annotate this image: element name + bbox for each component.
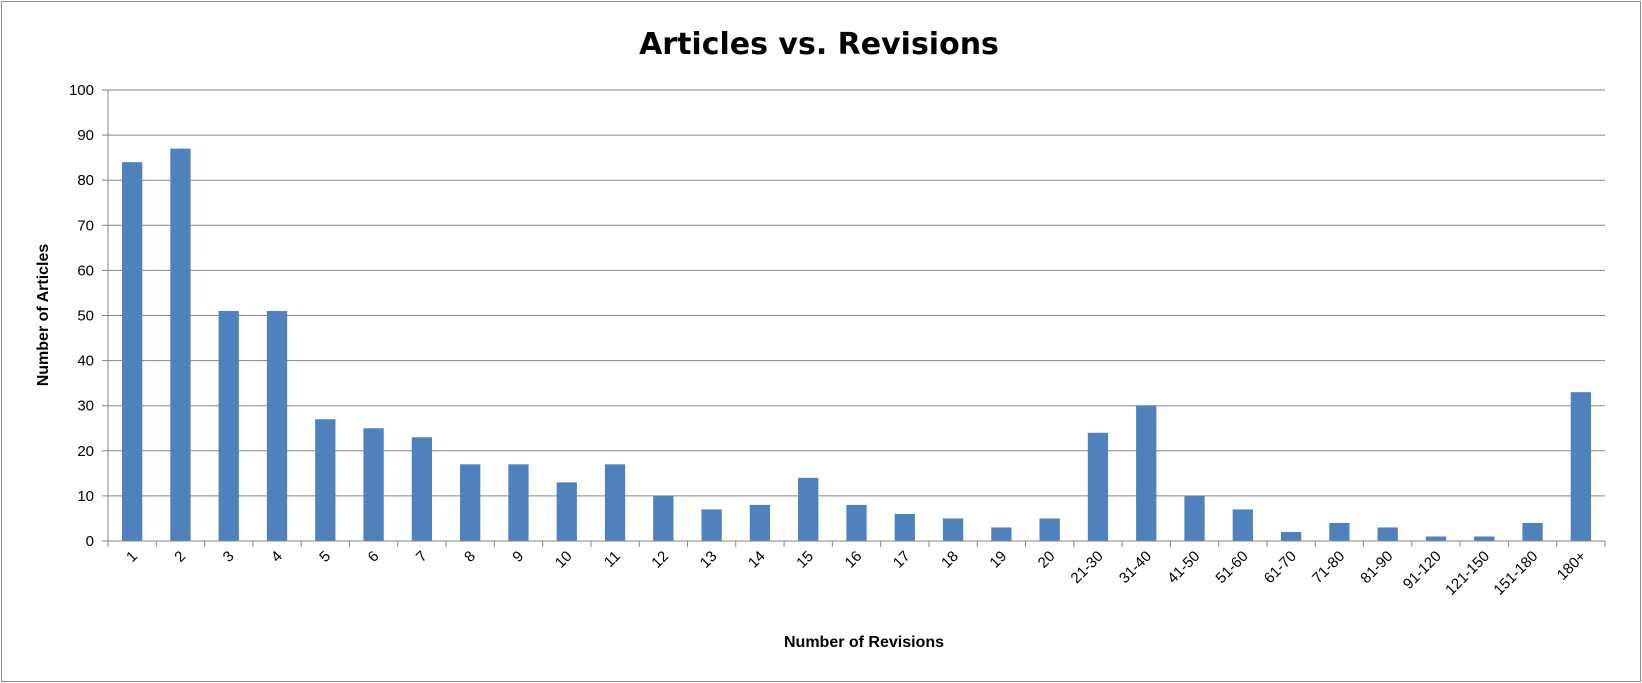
x-tick-labels: 1 2 3 4 5 6 7 8 9 10 11 12 13 14 15 16 17 18 19 20 21-30 31-4… bbox=[123, 548, 1590, 599]
x-tick-label: 20 bbox=[1035, 548, 1059, 572]
y-tick-label: 90 bbox=[77, 127, 94, 144]
x-tick-label: 10 bbox=[552, 548, 576, 572]
bar bbox=[604, 464, 626, 541]
bar bbox=[411, 437, 433, 541]
bar bbox=[218, 310, 239, 541]
bar bbox=[1184, 495, 1205, 541]
x-tick-label: 19 bbox=[986, 548, 1010, 572]
x-tick-label: 4 bbox=[268, 548, 286, 566]
x-tick-label: 13 bbox=[697, 548, 721, 572]
y-tick-label: 10 bbox=[77, 488, 94, 505]
x-tick-label: 2 bbox=[171, 548, 189, 566]
x-tick-label: 31-40 bbox=[1116, 548, 1155, 587]
y-tick-label: 80 bbox=[77, 172, 94, 189]
bar bbox=[749, 504, 771, 541]
bar bbox=[991, 527, 1012, 541]
x-tick-label: 71-80 bbox=[1309, 548, 1348, 587]
x-tick-label: 15 bbox=[793, 548, 817, 572]
x-tick-label: 41-50 bbox=[1164, 548, 1203, 587]
x-tick-label: 12 bbox=[648, 548, 672, 572]
y-tick-labels: 0 10 20 30 40 50 60 70 80 90 100 bbox=[69, 82, 94, 550]
x-tick-label: 3 bbox=[220, 548, 238, 566]
x-tick-label: 5 bbox=[316, 548, 334, 566]
y-tick-label: 50 bbox=[77, 308, 94, 325]
axes bbox=[102, 89, 1606, 547]
bar bbox=[1570, 392, 1591, 541]
x-tick-label: 11 bbox=[601, 548, 624, 571]
x-tick-label: 51-60 bbox=[1212, 548, 1251, 587]
bar bbox=[122, 162, 143, 541]
x-axis-title: Number of Revisions bbox=[784, 634, 944, 651]
bar bbox=[266, 310, 288, 541]
bar bbox=[1474, 536, 1495, 541]
x-tick-label: 91-120 bbox=[1400, 548, 1445, 593]
bars bbox=[122, 148, 1591, 541]
x-tick-label: 61-70 bbox=[1261, 548, 1300, 587]
bar bbox=[1522, 522, 1543, 541]
bar bbox=[556, 482, 577, 541]
x-tick-label: 180+ bbox=[1554, 548, 1590, 584]
bar bbox=[315, 419, 336, 541]
y-tick-label: 0 bbox=[86, 533, 94, 550]
bar bbox=[460, 464, 481, 541]
bar bbox=[1039, 518, 1060, 541]
gridlines bbox=[108, 89, 1605, 497]
x-tick-label: 81-90 bbox=[1357, 548, 1396, 587]
x-tick-label: 8 bbox=[461, 548, 479, 566]
bar bbox=[942, 518, 964, 541]
y-tick-label: 40 bbox=[77, 353, 94, 370]
bar bbox=[1232, 509, 1253, 541]
bar bbox=[1087, 432, 1109, 541]
bar bbox=[701, 509, 722, 541]
x-tick-label: 1 bbox=[123, 548, 141, 566]
bar bbox=[846, 504, 867, 541]
x-tick-label: 7 bbox=[413, 548, 431, 566]
bar bbox=[1329, 522, 1350, 541]
chart-title: Articles vs. Revisions bbox=[639, 27, 999, 62]
x-tick-label: 16 bbox=[842, 548, 866, 572]
x-tick-label: 18 bbox=[938, 548, 962, 572]
x-tick-label: 17 bbox=[890, 548, 914, 572]
x-tick-label: 14 bbox=[745, 548, 769, 572]
y-axis-title: Number of Articles bbox=[35, 244, 52, 387]
bar bbox=[1136, 405, 1157, 541]
y-tick-label: 30 bbox=[77, 398, 94, 415]
bar bbox=[170, 148, 191, 541]
x-tick-label: 6 bbox=[365, 548, 383, 566]
bar bbox=[1280, 531, 1302, 541]
bar bbox=[798, 477, 819, 541]
y-tick-label: 20 bbox=[77, 443, 94, 460]
bar bbox=[508, 464, 529, 541]
y-tick-label: 70 bbox=[77, 217, 94, 234]
x-tick-label: 151-180 bbox=[1490, 548, 1541, 599]
bar bbox=[1377, 527, 1398, 541]
bar bbox=[1425, 536, 1447, 541]
x-tick-label: 121-150 bbox=[1442, 548, 1493, 599]
y-tick-label: 60 bbox=[77, 262, 94, 279]
bar bbox=[363, 428, 384, 541]
bar bbox=[653, 495, 674, 541]
y-tick-label: 100 bbox=[69, 82, 94, 99]
x-tick-label: 21-30 bbox=[1068, 548, 1107, 587]
x-tick-label: 9 bbox=[509, 548, 527, 566]
bar bbox=[894, 513, 915, 541]
